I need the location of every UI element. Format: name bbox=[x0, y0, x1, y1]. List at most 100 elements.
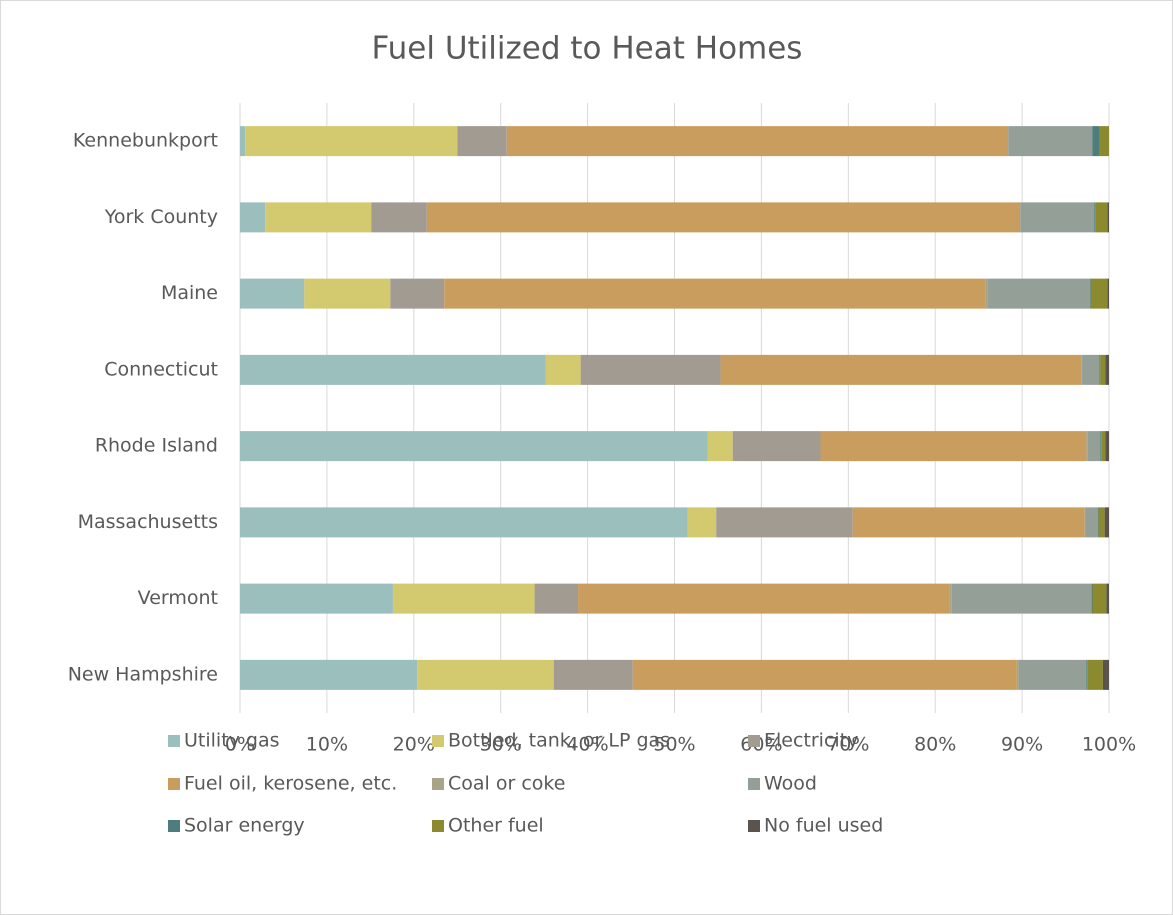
bar-segment bbox=[951, 583, 1092, 614]
y-tick-label: Massachusetts bbox=[78, 511, 218, 533]
bar-segment bbox=[1104, 507, 1109, 538]
bar-segment bbox=[534, 583, 579, 614]
x-tick-label: 0% bbox=[225, 734, 255, 756]
bar-segment bbox=[1092, 126, 1100, 157]
bar-segment bbox=[1084, 507, 1086, 538]
y-tick-label: Rhode Island bbox=[95, 435, 218, 457]
bar-segment bbox=[1099, 354, 1101, 385]
bar-segment bbox=[1090, 278, 1108, 309]
bar-segment bbox=[417, 659, 554, 690]
x-tick-label: 70% bbox=[827, 734, 869, 756]
bar-segment bbox=[852, 507, 1085, 538]
bar-segment bbox=[240, 354, 546, 385]
bar-segment bbox=[1098, 507, 1105, 538]
legend-swatch bbox=[168, 735, 180, 747]
legend-label: Fuel oil, kerosene, etc. bbox=[184, 773, 397, 795]
y-tick-label: Vermont bbox=[138, 587, 218, 609]
bar-segment bbox=[240, 126, 246, 157]
bar-segment bbox=[1085, 507, 1098, 538]
bar-segment bbox=[687, 507, 717, 538]
bar-segment bbox=[1100, 431, 1102, 462]
bar-segment bbox=[240, 659, 418, 690]
bar-segment bbox=[1107, 202, 1109, 233]
bar-segment bbox=[1087, 659, 1103, 690]
bar-segment bbox=[1081, 354, 1083, 385]
y-tick-label: Connecticut bbox=[104, 358, 218, 380]
bar-segment bbox=[1087, 431, 1101, 462]
bar-segment bbox=[949, 583, 952, 614]
bar-segment bbox=[553, 659, 633, 690]
x-tick-label: 100% bbox=[1082, 734, 1136, 756]
bar-segment bbox=[578, 583, 950, 614]
bar-segment bbox=[304, 278, 391, 309]
x-tick-label: 90% bbox=[1001, 734, 1043, 756]
chart-title: Fuel Utilized to Heat Homes bbox=[372, 31, 803, 67]
y-tick-label: York County bbox=[104, 206, 218, 228]
bar-segment bbox=[1107, 278, 1109, 309]
bar-segment bbox=[1105, 431, 1109, 462]
bar-segment bbox=[732, 431, 821, 462]
bar-segment bbox=[240, 507, 688, 538]
legend-label: Solar energy bbox=[184, 815, 305, 837]
bar-segment bbox=[506, 126, 1009, 157]
bar-segment bbox=[245, 126, 458, 157]
bar-segment bbox=[820, 431, 1087, 462]
bar-segment bbox=[987, 278, 1090, 309]
bar-segment bbox=[1106, 583, 1109, 614]
bar-segment bbox=[1092, 583, 1107, 614]
bar-segment bbox=[720, 354, 1082, 385]
x-tick-label: 40% bbox=[566, 734, 608, 756]
bar-segment bbox=[985, 278, 988, 309]
legend-swatch bbox=[748, 820, 760, 832]
bar-segment bbox=[1020, 202, 1095, 233]
bar-segment bbox=[240, 202, 266, 233]
bar-segment bbox=[1019, 202, 1021, 233]
legend-label: Coal or coke bbox=[448, 773, 565, 795]
y-tick-label: New Hampshire bbox=[68, 663, 218, 685]
legend-swatch bbox=[432, 820, 444, 832]
legend-swatch bbox=[168, 778, 180, 790]
bar-segment bbox=[1099, 126, 1109, 157]
legend-label: Bottled, tank, or LP gas bbox=[448, 730, 670, 752]
x-tick-label: 50% bbox=[653, 734, 695, 756]
bar-segment bbox=[580, 354, 721, 385]
bar-segment bbox=[392, 583, 535, 614]
bar-segment bbox=[1016, 659, 1019, 690]
bar-segment bbox=[632, 659, 1017, 690]
legend-swatch bbox=[748, 735, 760, 747]
bar-segment bbox=[1086, 431, 1088, 462]
bar-segment bbox=[1095, 202, 1108, 233]
bar-segment bbox=[426, 202, 1020, 233]
bar-segment bbox=[1091, 583, 1093, 614]
x-tick-label: 80% bbox=[914, 734, 956, 756]
bar-segment bbox=[716, 507, 853, 538]
bar-segment bbox=[1089, 278, 1091, 309]
bar-segment bbox=[1094, 202, 1096, 233]
legend-label: Utility gas bbox=[184, 730, 280, 752]
y-tick-label: Maine bbox=[161, 282, 218, 304]
legend-label: Electricity bbox=[764, 730, 858, 752]
legend-swatch bbox=[432, 778, 444, 790]
bar-segment bbox=[265, 202, 372, 233]
bar-segment bbox=[707, 431, 733, 462]
x-tick-label: 20% bbox=[393, 734, 435, 756]
bar-segment bbox=[1102, 659, 1109, 690]
bar-segment bbox=[1082, 354, 1100, 385]
legend-swatch bbox=[432, 735, 444, 747]
bar-segment bbox=[240, 583, 393, 614]
legend-label: Other fuel bbox=[448, 815, 544, 837]
bar-segment bbox=[1100, 354, 1106, 385]
y-tick-label: Kennebunkport bbox=[73, 130, 218, 152]
bar-segment bbox=[371, 202, 427, 233]
legend-label: Wood bbox=[764, 773, 817, 795]
legend-swatch bbox=[168, 820, 180, 832]
legend-swatch bbox=[748, 778, 760, 790]
bar-segment bbox=[545, 354, 581, 385]
bar-segment bbox=[240, 278, 305, 309]
bar-segment bbox=[1097, 507, 1099, 538]
x-tick-label: 30% bbox=[480, 734, 522, 756]
bar-segment bbox=[1086, 659, 1088, 690]
bar-segment bbox=[390, 278, 445, 309]
bar-segment bbox=[457, 126, 507, 157]
